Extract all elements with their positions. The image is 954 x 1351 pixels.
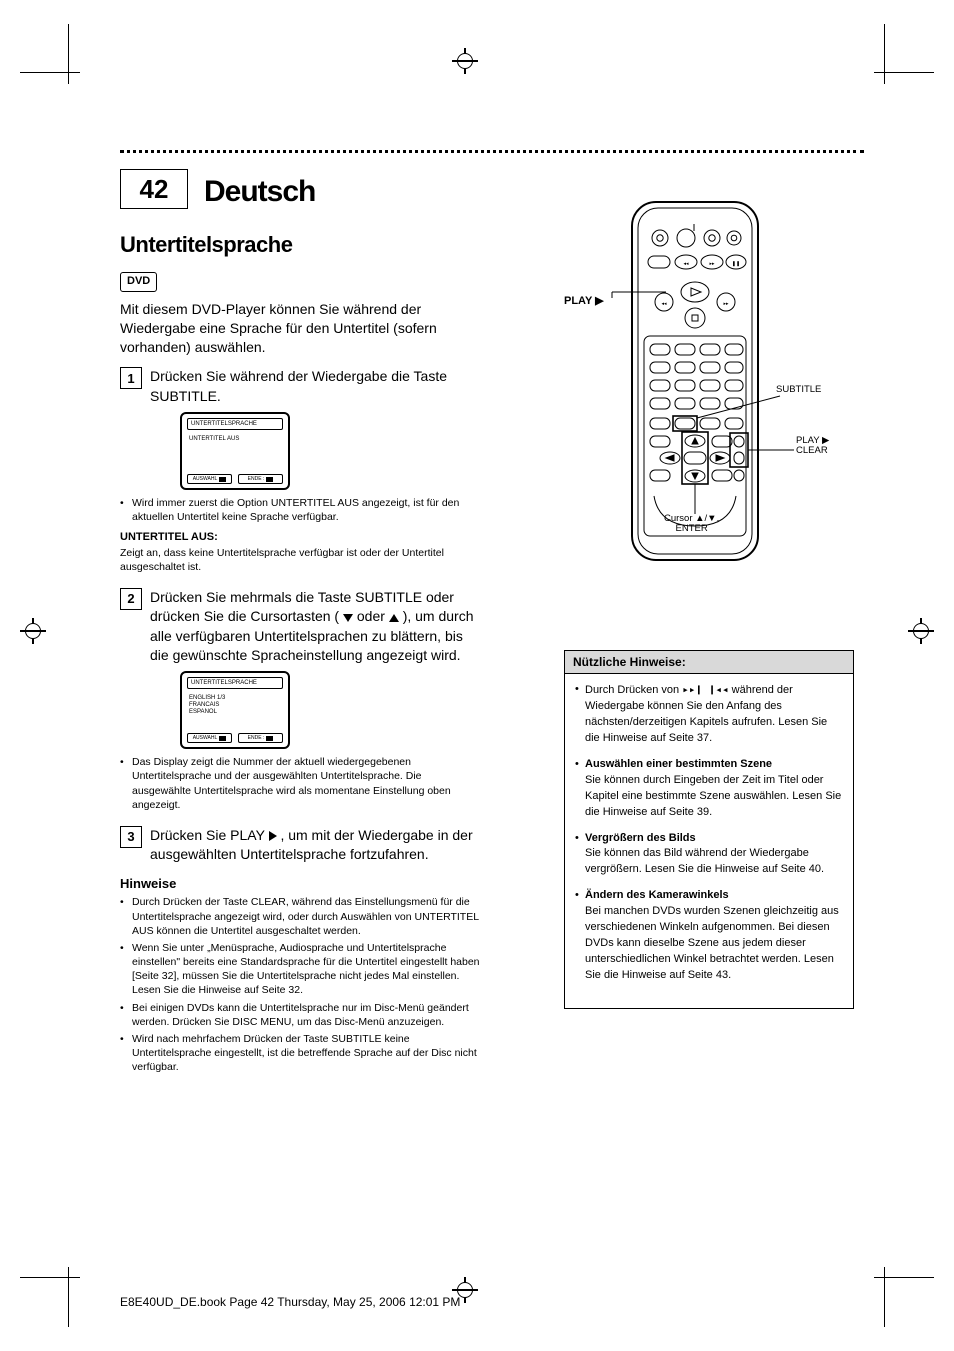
hints-panel: Nützliche Hinweise: Durch Drücken von ▸▸… <box>564 650 854 1009</box>
register-cross-right <box>908 618 934 644</box>
step-2-text-b: oder <box>357 608 389 624</box>
dotted-rule <box>120 150 864 153</box>
left-column: Untertitelsprache DVD Mit diesem DVD-Pla… <box>120 230 480 1078</box>
hint-text: Sie können das Bild während der Wiederga… <box>585 847 824 875</box>
step-1-text: Drücken Sie während der Wiedergabe die T… <box>150 367 480 406</box>
hint-text: Durch Drücken von <box>585 684 682 696</box>
hint-under-step2: Das Display zeigt die Nummer der aktuell… <box>120 755 480 812</box>
note-1: Durch Drücken der Taste CLEAR, während d… <box>120 895 480 938</box>
hint-text: Bei manchen DVDs wurden Szenen gleichzei… <box>585 905 839 981</box>
callout-play: PLAY ▶ <box>564 294 604 307</box>
hint-text: Sie können durch Eingeben der Zeit im Ti… <box>585 774 841 818</box>
callout-subtitle: SUBTITLE <box>776 384 821 395</box>
osd-end: ENDE : <box>238 474 283 484</box>
step-2-text: Drücken Sie mehrmals die Taste SUBTITLE … <box>150 588 480 665</box>
osd-footer: AUSWAHL ENDE : <box>187 473 283 485</box>
osd-end: ENDE : <box>238 733 283 743</box>
off-desc: Zeigt an, dass keine Untertitelsprache v… <box>120 546 480 574</box>
callout-clear-label: CLEAR <box>796 446 829 456</box>
play-icon <box>269 831 277 841</box>
osd-body: ENGLISH 1/3 FRANCAIS ESPANOL <box>187 693 283 729</box>
callout-playclear: PLAY ▶ CLEAR <box>796 436 829 457</box>
svg-text:◂◂: ◂◂ <box>661 301 667 307</box>
page-language: Deutsch <box>204 175 315 209</box>
svg-text:◂◂: ◂◂ <box>683 261 689 267</box>
section-intro: Mit diesem DVD-Player können Sie während… <box>120 300 480 358</box>
hints-content: Durch Drücken von ▸▸❙ ❙◂◂ während der Wi… <box>565 674 853 1008</box>
page: 42 Deutsch Untertitelsprache DVD Mit die… <box>0 0 954 1351</box>
step-1: 1 Drücken Sie während der Wiedergabe die… <box>120 367 480 406</box>
osd-line: FRANCAIS <box>189 702 281 709</box>
dvd-badge: DVD <box>120 272 157 291</box>
step-num-icon: 1 <box>120 367 142 389</box>
hint-item: Ändern des Kamerawinkels Bei manchen DVDs… <box>575 888 843 984</box>
step-num-icon: 2 <box>120 588 142 610</box>
callout-arrows: Cursor ▲/▼, ENTER <box>664 514 719 535</box>
hints-title: Nützliche Hinweise: <box>565 651 853 674</box>
osd-subtitle-language: UNTERTITELSPRACHE UNTERTITEL AUS AUSWAHL… <box>180 412 290 490</box>
register-cross-top <box>452 48 478 74</box>
step-2: 2 Drücken Sie mehrmals die Taste SUBTITL… <box>120 588 480 665</box>
hint-item: Vergrößern des Bilds Sie können das Bild … <box>575 831 843 879</box>
page-number: 42 <box>140 174 169 205</box>
osd-footer: AUSWAHL ENDE : <box>187 732 283 744</box>
off-title: UNTERTITEL AUS: <box>120 530 480 545</box>
section-title: Untertitelsprache <box>120 230 480 260</box>
osd-title: UNTERTITELSPRACHE <box>187 418 283 430</box>
hint-heading: Vergrößern des Bilds <box>585 832 696 844</box>
hint-heading: Auswählen einer bestimmten Szene <box>585 758 772 770</box>
osd-end-label: ENDE : <box>248 735 265 742</box>
osd-select-label: AUSWAHL <box>193 476 218 483</box>
osd-title: UNTERTITELSPRACHE <box>187 677 283 689</box>
hint-under-step1: Wird immer zuerst die Option UNTERTITEL … <box>120 496 480 524</box>
notes: Hinweise Durch Drücken der Taste CLEAR, … <box>120 875 480 1075</box>
osd-line: ENGLISH 1/3 <box>189 695 281 702</box>
step-3-text-a: Drücken Sie PLAY <box>150 827 269 843</box>
osd-line: ESPANOL <box>189 709 281 716</box>
osd-select-label: AUSWAHL <box>193 735 218 742</box>
arrow-up-icon <box>389 614 399 622</box>
remote-diagram: ◂◂ ▸▸ ❚❚ ◂◂ ▸▸ <box>604 196 824 566</box>
note-4: Wird nach mehrfachem Drücken der Taste S… <box>120 1032 480 1075</box>
hint-heading: Ändern des Kamerawinkels <box>585 889 729 901</box>
note-2: Wenn Sie unter „Menüsprache, Audiosprach… <box>120 941 480 998</box>
svg-text:❚❚: ❚❚ <box>732 261 740 267</box>
callout-arrows-line: ENTER <box>664 524 719 534</box>
notes-title: Hinweise <box>120 875 480 893</box>
svg-text:▸▸: ▸▸ <box>709 261 715 267</box>
svg-text:▸▸: ▸▸ <box>723 301 729 307</box>
arrow-down-icon <box>343 614 353 622</box>
osd-line: UNTERTITEL AUS <box>189 436 281 443</box>
register-cross-left <box>20 618 46 644</box>
osd-end-label: ENDE : <box>248 476 265 483</box>
osd-body: UNTERTITEL AUS <box>187 434 283 470</box>
note-3: Bei einigen DVDs kann die Untertitelspra… <box>120 1001 480 1029</box>
osd-select: AUSWAHL <box>187 474 232 484</box>
osd-select: AUSWAHL <box>187 733 232 743</box>
osd-subtitle-select: UNTERTITELSPRACHE ENGLISH 1/3 FRANCAIS E… <box>180 671 290 749</box>
step-3-text: Drücken Sie PLAY , um mit der Wiedergabe… <box>150 826 480 865</box>
hint-item: Auswählen einer bestimmten Szene Sie könn… <box>575 757 843 821</box>
page-number-box: 42 <box>120 169 188 209</box>
footer-filepath: E8E40UD_DE.book Page 42 Thursday, May 25… <box>120 1295 460 1309</box>
hint-item: Durch Drücken von ▸▸❙ ❙◂◂ während der Wi… <box>575 682 843 747</box>
step-num-icon: 3 <box>120 826 142 848</box>
step-3: 3 Drücken Sie PLAY , um mit der Wiederga… <box>120 826 480 865</box>
